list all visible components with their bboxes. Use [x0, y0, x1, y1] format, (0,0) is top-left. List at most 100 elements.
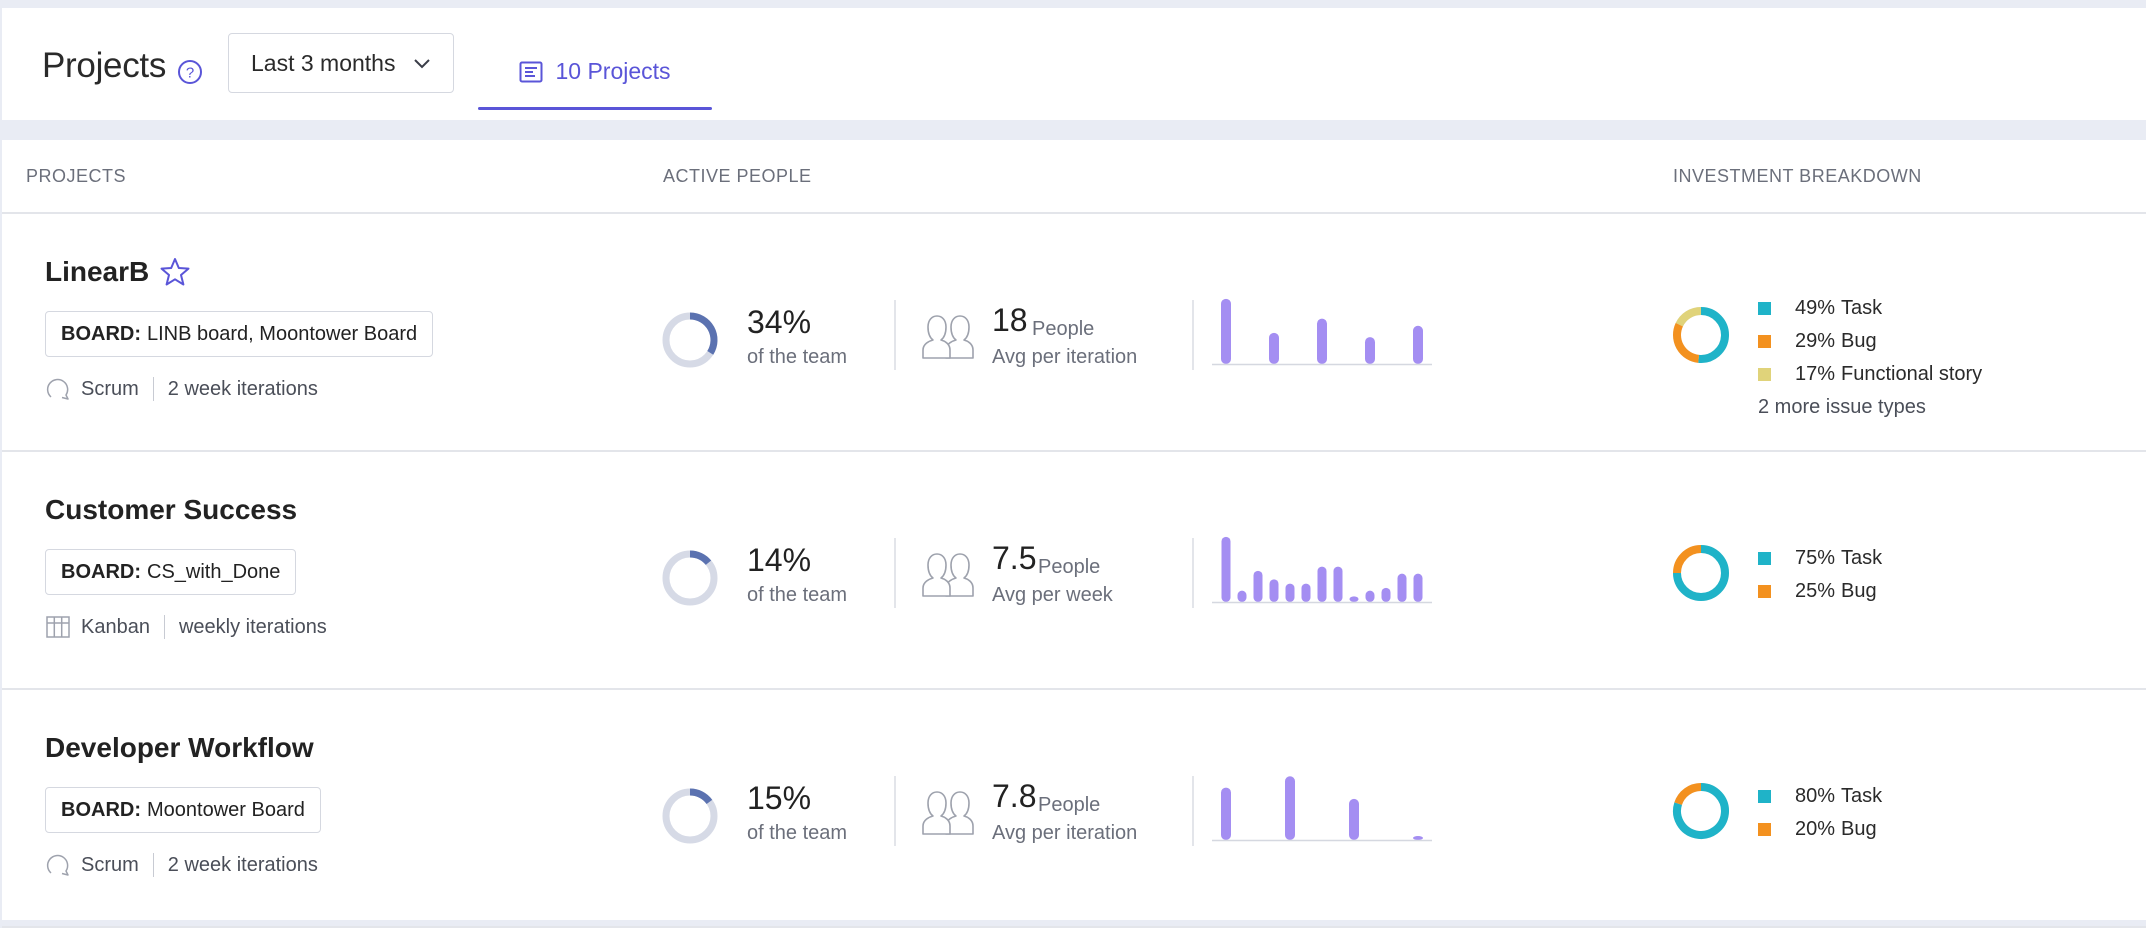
investment-donut-slice	[1673, 545, 1702, 574]
project-name[interactable]: Customer Success	[45, 494, 298, 525]
legend-percent: 25%	[1795, 580, 1836, 602]
sparkline-bar	[1349, 798, 1359, 840]
legend-item: 75% Task	[1758, 542, 1882, 575]
page-title: Projects	[42, 46, 167, 85]
project-row[interactable]: Developer Workflow BOARD: Moontower Board S…	[2, 690, 2146, 928]
projects-table: PROJECTS ACTIVE PEOPLE INVESTMENT BREAKD…	[2, 140, 2146, 928]
metric-separator	[894, 300, 896, 370]
legend-item: 20% Bug	[1758, 813, 1882, 846]
investment-legend: 75% Task 25% Bug	[1758, 542, 1882, 608]
legend-item: 17% Functional story	[1758, 358, 1982, 391]
sparkline-bar	[1237, 590, 1247, 602]
sparkline-bar	[1221, 787, 1231, 840]
help-icon[interactable]: ?	[177, 59, 203, 85]
team-percentage-caption: of the team	[747, 346, 848, 368]
board-prefix: BOARD:	[61, 798, 141, 821]
sparkline-bar	[1365, 337, 1375, 364]
project-row[interactable]: LinearB BOARD: LINB board, Moontower Board…	[2, 214, 2146, 452]
iterations-label: 2 week iterations	[167, 377, 318, 400]
sparkline-bar	[1365, 590, 1375, 602]
legend-type: Bug	[1841, 580, 1877, 602]
legend-percent: 75%	[1795, 547, 1836, 569]
legend-swatch	[1758, 302, 1771, 315]
activity-sparkline	[1212, 298, 1432, 366]
activity-sparkline	[1212, 536, 1432, 604]
metric-separator	[1192, 538, 1194, 608]
investment-donut	[1673, 545, 1729, 601]
star-icon[interactable]	[159, 256, 191, 288]
investment-donut-slice	[1673, 322, 1700, 363]
people-count: 7.8	[992, 778, 1037, 814]
legend-swatch	[1758, 368, 1771, 381]
legend-percent: 49%	[1795, 297, 1836, 319]
project-name[interactable]: Developer Workflow	[45, 732, 314, 763]
active-tab-underline	[478, 107, 712, 110]
people-caption: Avg per week	[992, 584, 1113, 606]
iterations-label: weekly iterations	[178, 615, 327, 638]
page-header: Projects ? Last 3 months 10 Projects	[2, 8, 2146, 120]
legend-item: 29% Bug	[1758, 325, 1982, 358]
legend-swatch	[1758, 585, 1771, 598]
legend-percent: 17%	[1795, 363, 1836, 385]
board-chip: BOARD: CS_with_Done	[45, 549, 297, 595]
legend-swatch	[1758, 823, 1771, 836]
legend-type: Bug	[1841, 330, 1877, 352]
header-divider	[2, 212, 2146, 214]
activity-sparkline	[1212, 776, 1432, 842]
board-name: CS_with_Done	[147, 560, 281, 583]
board-chip: BOARD: LINB board, Moontower Board	[45, 311, 434, 357]
legend-swatch	[1758, 552, 1771, 565]
sparkline-bar	[1221, 536, 1231, 602]
sparkline-bar	[1285, 776, 1295, 840]
team-percentage: 34%	[747, 304, 812, 340]
team-share-donut	[662, 788, 718, 844]
more-issue-types-link[interactable]: 2 more issue types	[1758, 396, 1926, 418]
team-percentage-caption: of the team	[747, 822, 848, 844]
column-header-active-people: ACTIVE PEOPLE	[663, 166, 812, 186]
top-strip	[0, 0, 2146, 8]
projects-icon	[519, 61, 543, 82]
board-name: Moontower Board	[147, 798, 305, 821]
investment-donut-slice	[1673, 783, 1729, 839]
methodology-label: Scrum	[81, 377, 139, 400]
people-caption: Avg per iteration	[992, 822, 1138, 844]
sparkline-bar	[1269, 332, 1279, 364]
tab-projects[interactable]: 10 Projects	[478, 33, 712, 110]
sparkline-bar	[1413, 573, 1423, 602]
column-header-investment: INVESTMENT BREAKDOWN	[1673, 166, 1922, 186]
tab-projects-label: 10 Projects	[555, 58, 671, 84]
metric-separator	[894, 538, 896, 608]
people-unit: People	[1038, 794, 1101, 816]
project-meta: Kanban weekly iterations	[45, 614, 327, 640]
team-donut-fill	[689, 788, 713, 805]
kanban-icon	[46, 616, 70, 638]
methodology-label: Scrum	[81, 853, 139, 876]
people-icon	[922, 553, 974, 597]
team-percentage: 15%	[747, 780, 812, 816]
board-prefix: BOARD:	[61, 560, 141, 583]
scrum-icon	[46, 378, 69, 400]
people-count: 7.5	[992, 540, 1037, 576]
project-meta: Scrum 2 week iterations	[45, 852, 318, 878]
team-donut-fill	[689, 550, 712, 566]
people-icon	[922, 315, 974, 359]
date-range-select[interactable]: Last 3 months	[228, 33, 454, 93]
svg-text:?: ?	[186, 65, 194, 82]
legend-type: Task	[1841, 297, 1883, 319]
project-name[interactable]: LinearB	[45, 256, 150, 287]
investment-legend: 49% Task 29% Bug 17% Functional story 2 more i…	[1758, 292, 1982, 424]
team-share-donut	[662, 312, 718, 368]
investment-donut-slice	[1673, 545, 1729, 601]
legend-percent: 20%	[1795, 818, 1836, 840]
board-prefix: BOARD:	[61, 322, 141, 345]
sparkline-bar	[1397, 573, 1407, 602]
legend-type: Task	[1841, 547, 1883, 569]
sparkline-bar	[1269, 579, 1279, 602]
meta-separator	[163, 615, 165, 639]
team-donut-fill	[689, 312, 718, 355]
sparkline-bar	[1317, 318, 1327, 364]
legend-item: 49% Task	[1758, 292, 1982, 325]
project-row[interactable]: Customer Success BOARD: CS_with_Done Kanban…	[2, 452, 2146, 690]
legend-swatch	[1758, 335, 1771, 348]
sparkline-bar	[1381, 587, 1391, 602]
